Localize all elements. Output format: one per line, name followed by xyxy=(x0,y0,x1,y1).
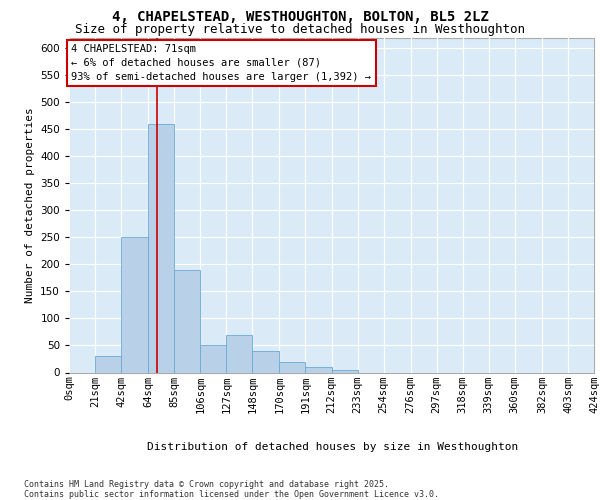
Text: Contains HM Land Registry data © Crown copyright and database right 2025.
Contai: Contains HM Land Registry data © Crown c… xyxy=(24,480,439,499)
Bar xyxy=(121,238,148,372)
Bar xyxy=(252,351,280,372)
Bar xyxy=(200,346,226,372)
Bar xyxy=(148,124,174,372)
Text: 4, CHAPELSTEAD, WESTHOUGHTON, BOLTON, BL5 2LZ: 4, CHAPELSTEAD, WESTHOUGHTON, BOLTON, BL… xyxy=(112,10,488,24)
Y-axis label: Number of detached properties: Number of detached properties xyxy=(25,107,35,303)
Text: Distribution of detached houses by size in Westhoughton: Distribution of detached houses by size … xyxy=(148,442,518,452)
Text: 4 CHAPELSTEAD: 71sqm
← 6% of detached houses are smaller (87)
93% of semi-detach: 4 CHAPELSTEAD: 71sqm ← 6% of detached ho… xyxy=(71,44,371,82)
Bar xyxy=(305,367,331,372)
Bar xyxy=(226,334,252,372)
Bar xyxy=(95,356,121,372)
Bar xyxy=(280,362,305,372)
Bar xyxy=(174,270,200,372)
Bar xyxy=(331,370,358,372)
Text: Size of property relative to detached houses in Westhoughton: Size of property relative to detached ho… xyxy=(75,22,525,36)
